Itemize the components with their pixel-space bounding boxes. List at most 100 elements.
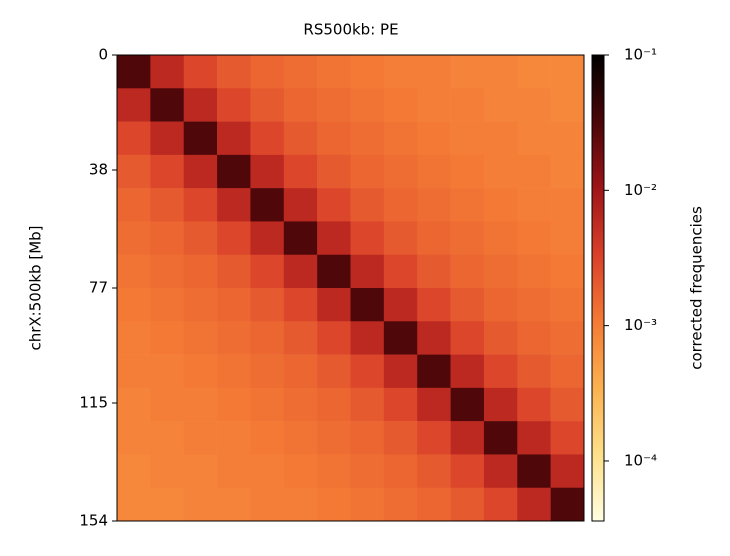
heatmap-cell xyxy=(217,188,251,222)
heatmap-cell xyxy=(283,387,318,422)
heatmap-cell xyxy=(183,421,218,455)
heatmap-cell xyxy=(517,188,551,222)
heatmap-cell xyxy=(183,288,218,322)
heatmap-cell xyxy=(217,487,251,522)
heatmap-cell xyxy=(350,254,385,289)
heatmap-cell xyxy=(283,288,318,322)
heatmap-cell xyxy=(217,88,251,122)
colorbar-tick-label: 10⁻⁴ xyxy=(624,451,657,469)
heatmap-cell xyxy=(217,421,251,455)
colorbar-tick-label: 10⁻² xyxy=(624,181,657,199)
heatmap-cell xyxy=(350,55,385,89)
heatmap-cell xyxy=(483,288,518,322)
heatmap-cell xyxy=(183,154,218,189)
heatmap-cell xyxy=(150,487,185,522)
heatmap-cell xyxy=(317,288,351,322)
heatmap-cell xyxy=(517,321,551,355)
heatmap-cell xyxy=(350,354,385,389)
heatmap-cell xyxy=(283,221,318,256)
heatmap-cell xyxy=(450,354,485,389)
heatmap-cell xyxy=(317,154,351,189)
heatmap-cell xyxy=(450,154,485,189)
heatmap-cell xyxy=(483,188,518,222)
heatmap-cell xyxy=(483,487,518,522)
heatmap-cell xyxy=(117,55,151,89)
heatmap-cell xyxy=(383,421,418,455)
heatmap-cell xyxy=(150,354,185,389)
heatmap-cell xyxy=(417,321,451,355)
heatmap-cell xyxy=(450,221,485,256)
heatmap-cell xyxy=(450,321,485,355)
heatmap-cell xyxy=(250,421,285,455)
heatmap-cell xyxy=(183,221,218,256)
heatmap-cell xyxy=(350,188,385,222)
heatmap-cell xyxy=(383,487,418,522)
heatmap-cell xyxy=(117,88,151,122)
y-tick-label: 115 xyxy=(79,393,108,411)
heatmap-cell xyxy=(117,154,151,189)
heatmap-cell xyxy=(383,88,418,122)
heatmap-cell xyxy=(417,121,451,156)
heatmap-cell xyxy=(317,354,351,389)
heatmap-cell xyxy=(317,454,351,489)
heatmap-cell xyxy=(517,487,551,522)
heatmap-cell xyxy=(317,188,351,222)
heatmap-cell xyxy=(117,288,151,322)
heatmap-cell xyxy=(550,387,585,422)
heatmap-cell xyxy=(483,354,518,389)
heatmap-cell xyxy=(283,254,318,289)
heatmap-cell xyxy=(417,221,451,256)
heatmap-cell xyxy=(217,254,251,289)
heatmap-cell xyxy=(283,421,318,455)
heatmap-cell xyxy=(383,188,418,222)
heatmap-cell xyxy=(250,454,285,489)
chart-title: RS500kb: PE xyxy=(303,21,398,39)
heatmap-cell xyxy=(517,387,551,422)
heatmap-cell xyxy=(450,188,485,222)
heatmap-cell xyxy=(483,454,518,489)
heatmap-cell xyxy=(450,487,485,522)
heatmap-cell xyxy=(417,88,451,122)
heatmap-cell xyxy=(550,221,585,256)
heatmap-cell xyxy=(317,88,351,122)
heatmap-cell xyxy=(183,55,218,89)
heatmap-cell xyxy=(150,321,185,355)
heatmap-cell xyxy=(383,121,418,156)
heatmap-cell xyxy=(550,55,585,89)
heatmap-cell xyxy=(450,55,485,89)
heatmap-cell xyxy=(150,121,185,156)
heatmap-cell xyxy=(417,421,451,455)
y-tick-label: 154 xyxy=(79,512,108,530)
heatmap-cell xyxy=(417,288,451,322)
heatmap-cell xyxy=(117,221,151,256)
heatmap-cell xyxy=(183,354,218,389)
heatmap-cell xyxy=(350,221,385,256)
heatmap-cell xyxy=(117,321,151,355)
heatmap-cell xyxy=(350,154,385,189)
heatmap-cell xyxy=(217,387,251,422)
heatmap-cell xyxy=(450,88,485,122)
heatmap-cell xyxy=(517,354,551,389)
heatmap-cell xyxy=(250,154,285,189)
heatmap-cell xyxy=(483,321,518,355)
heatmap-cell xyxy=(550,254,585,289)
heatmap-cell xyxy=(217,321,251,355)
y-tick-label: 38 xyxy=(89,160,108,178)
heatmap-cell xyxy=(283,121,318,156)
colorbar-tick-label: 10⁻³ xyxy=(624,316,657,334)
heatmap-cell xyxy=(350,288,385,322)
heatmap-cell xyxy=(250,221,285,256)
heatmap-cell xyxy=(317,221,351,256)
heatmap-cell xyxy=(183,321,218,355)
heatmap-cell xyxy=(417,154,451,189)
heatmap-cell xyxy=(217,288,251,322)
heatmap-cell xyxy=(550,188,585,222)
heatmap-cell xyxy=(183,487,218,522)
colorbar-label: corrected frequencies xyxy=(688,206,706,370)
heatmap-cell xyxy=(383,454,418,489)
heatmap-cell xyxy=(383,354,418,389)
heatmap-cell xyxy=(150,387,185,422)
heatmap-cell xyxy=(550,454,585,489)
heatmap-cell xyxy=(483,221,518,256)
heatmap-cell xyxy=(150,254,185,289)
